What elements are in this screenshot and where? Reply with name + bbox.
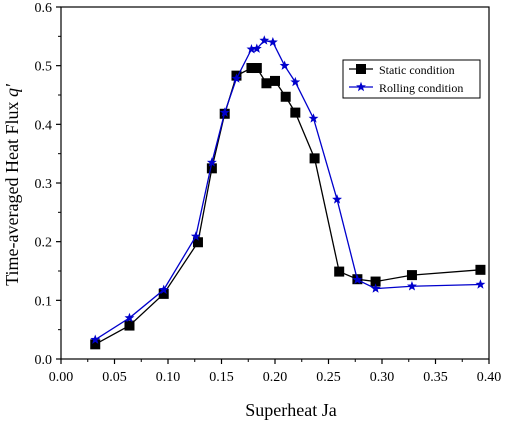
square-marker bbox=[158, 288, 169, 299]
legend-marker bbox=[356, 81, 366, 92]
legend-marker-static bbox=[356, 64, 366, 74]
star-marker bbox=[308, 113, 319, 123]
y-tick-label: 0.5 bbox=[35, 60, 53, 75]
legend: Static condition Rolling condition bbox=[342, 59, 481, 99]
square-marker bbox=[290, 107, 301, 118]
y-tick-label: 0.6 bbox=[35, 1, 53, 16]
star-marker bbox=[407, 281, 417, 291]
square-marker bbox=[251, 63, 262, 74]
series-rolling bbox=[90, 35, 486, 344]
square-marker bbox=[261, 78, 272, 89]
square-marker bbox=[406, 270, 417, 281]
x-tick-label: 0.25 bbox=[316, 370, 341, 385]
x-tick-label: 0.40 bbox=[477, 370, 502, 385]
square-marker bbox=[246, 63, 257, 74]
y-tick-label: 0.3 bbox=[35, 177, 53, 192]
square-marker bbox=[334, 266, 345, 277]
square-marker bbox=[280, 91, 291, 102]
x-tick-label: 0.30 bbox=[370, 370, 395, 385]
legend-marker bbox=[356, 64, 366, 74]
y-tick-label: 0.4 bbox=[35, 118, 53, 133]
y-axis-title-text: Time-averaged Heat Flux bbox=[2, 97, 22, 286]
star-marker bbox=[267, 37, 278, 47]
legend-label-static: Static condition bbox=[379, 63, 455, 77]
star-marker bbox=[251, 43, 262, 53]
square-marker bbox=[270, 75, 280, 86]
square-marker bbox=[370, 276, 381, 287]
x-tick-label: 0.10 bbox=[156, 370, 181, 385]
star-marker bbox=[370, 283, 381, 293]
star-marker bbox=[219, 107, 230, 117]
y-axis-title-symbol: q' bbox=[2, 83, 22, 97]
star-marker bbox=[352, 274, 363, 285]
legend-marker-rolling bbox=[356, 81, 366, 92]
legend-label-rolling: Rolling condition bbox=[379, 81, 463, 95]
square-marker bbox=[309, 153, 320, 164]
star-marker bbox=[475, 279, 486, 289]
x-axis-title: Superheat Ja bbox=[245, 400, 336, 420]
square-marker bbox=[192, 237, 203, 248]
series-static bbox=[90, 63, 486, 350]
x-tick-label: 0.00 bbox=[49, 370, 74, 385]
y-axis-title: Time-averaged Heat Flux q' bbox=[2, 83, 22, 286]
star-marker bbox=[231, 73, 242, 83]
y-tick-label: 0.1 bbox=[35, 294, 53, 309]
y-tick-label: 0.2 bbox=[35, 236, 53, 251]
square-marker bbox=[90, 339, 101, 350]
star-marker bbox=[259, 35, 270, 45]
square-marker bbox=[206, 163, 217, 174]
star-marker bbox=[190, 231, 201, 241]
star-marker bbox=[290, 76, 301, 87]
square-marker bbox=[475, 264, 486, 275]
x-tick-label: 0.15 bbox=[209, 370, 234, 385]
x-tick-label: 0.05 bbox=[102, 370, 127, 385]
star-marker bbox=[124, 312, 135, 323]
star-marker bbox=[206, 157, 217, 167]
star-marker bbox=[158, 284, 169, 294]
square-marker bbox=[124, 320, 135, 331]
series-layer bbox=[90, 35, 486, 350]
y-axis: 0.0 0.1 0.2 0.3 0.4 0.5 0.6 bbox=[35, 1, 61, 368]
x-tick-label: 0.20 bbox=[263, 370, 288, 385]
x-axis: 0.00 0.05 0.10 0.15 0.20 0.25 0.30 0.35 0.40 bbox=[49, 359, 502, 385]
star-marker bbox=[279, 60, 290, 70]
star-marker bbox=[90, 334, 101, 344]
star-marker bbox=[332, 194, 343, 204]
star-marker bbox=[246, 44, 257, 54]
y-tick-label: 0.0 bbox=[35, 353, 53, 368]
series-line bbox=[94, 67, 481, 345]
x-tick-label: 0.35 bbox=[423, 370, 448, 385]
